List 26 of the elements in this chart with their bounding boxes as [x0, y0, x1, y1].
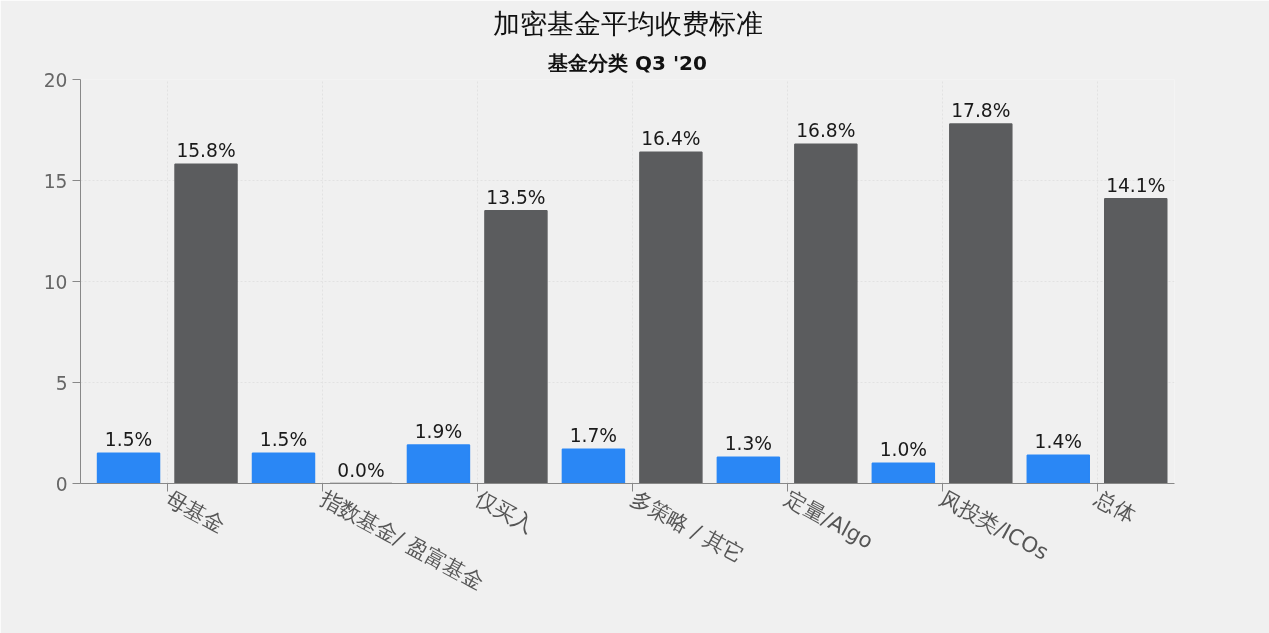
x-tick-label: 仅买入	[471, 485, 539, 538]
data-label: 1.5%	[259, 429, 308, 451]
chart-subtitle: 基金分类 Q3 '20	[547, 50, 707, 75]
data-label: 1.4%	[1034, 431, 1082, 453]
data-label: 1.7%	[569, 425, 618, 447]
data-label: 15.8%	[176, 140, 236, 162]
y-tick-label: 20	[43, 69, 68, 91]
data-label: 13.5%	[486, 186, 546, 208]
chart-title: 加密基金平均收费标准	[492, 7, 763, 39]
data-label: 16.8%	[796, 120, 856, 142]
data-label: 1.3%	[724, 433, 773, 455]
data-label: 1.9%	[414, 421, 463, 443]
x-tick-label: 母基金	[161, 485, 229, 538]
x-tick-label: 定量/Algo	[781, 485, 878, 554]
data-label: 16.4%	[641, 128, 701, 150]
data-label: 1.5%	[104, 429, 153, 451]
y-tick-label: 15	[43, 170, 68, 192]
x-tick-label: 多策略 / 其它	[626, 485, 749, 568]
data-label: 17.8%	[951, 99, 1011, 121]
y-tick-label: 5	[55, 372, 68, 394]
y-tick-label: 0	[55, 473, 68, 495]
y-tick-label: 10	[43, 271, 68, 293]
x-tick-label: 总体	[1090, 485, 1140, 528]
data-label: 14.1%	[1106, 174, 1166, 196]
data-label: 0.0%	[337, 459, 385, 481]
data-label: 1.0%	[879, 439, 928, 461]
